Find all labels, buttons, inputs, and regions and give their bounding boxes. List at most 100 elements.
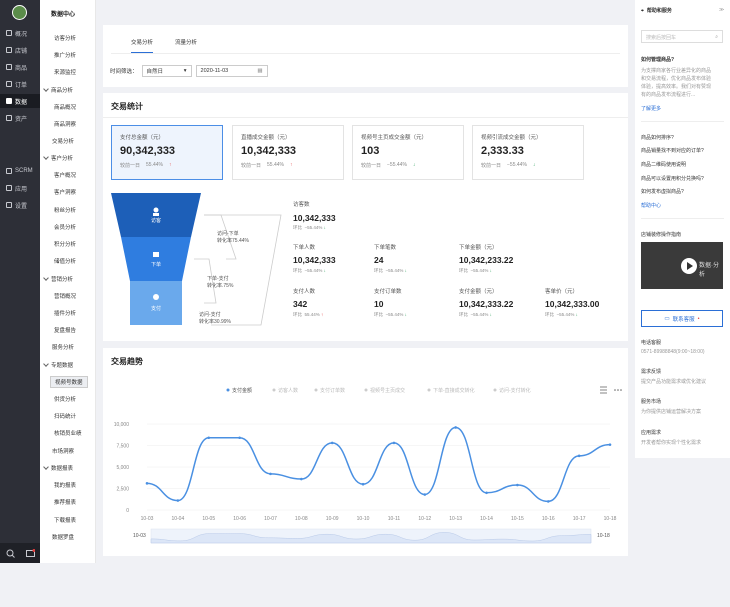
metric-pct: −55.44% (470, 312, 489, 317)
faq-link[interactable]: 商品如何排序? (641, 135, 674, 141)
funnel-stage-order[interactable] (121, 237, 191, 281)
faq-link[interactable]: 商品二维码使用说明 (641, 162, 687, 168)
sidebar-item[interactable]: 客户概况 (54, 173, 77, 179)
tab-traffic-analysis[interactable]: 流量分析 (175, 40, 198, 46)
faq-link[interactable]: 如何发布虚拟商品? (641, 189, 684, 195)
sidebar-item[interactable]: 会员分析 (54, 225, 77, 231)
nav-item-assets[interactable]: 资产 (0, 111, 40, 125)
sidebar-group[interactable]: 商品分析 (44, 86, 73, 94)
sidebar-item[interactable]: 商品概况 (54, 105, 77, 111)
arrow-down-icon: ↓ (532, 162, 536, 168)
nav-item-store[interactable]: 店铺 (0, 43, 40, 57)
data-point (546, 500, 550, 503)
sidebar-item[interactable]: 储值分析 (54, 259, 77, 265)
sidebar-item[interactable]: 扫码统计 (54, 414, 77, 420)
trend-chart: 支付金额 访客人数 支付订单数 视频号主页成交 下单-直接成交转化 访问-支付转化 0 2,… (114, 386, 622, 544)
gear-icon (6, 202, 12, 208)
legend-marker (493, 388, 497, 392)
sidebar-group[interactable]: 客户分析 (44, 154, 73, 162)
sidebar-item[interactable]: 服务分析 (52, 345, 75, 351)
nav-item-orders[interactable]: 订单 (0, 77, 40, 91)
nav-item-settings[interactable]: 设置 (0, 198, 40, 212)
legend-label[interactable]: 访问-支付转化 (499, 387, 531, 394)
sidebar-item[interactable]: 交易分析 (52, 139, 75, 145)
market-title[interactable]: 服务市场 (641, 399, 662, 405)
sidebar-item[interactable]: 核销员业绩 (54, 431, 82, 437)
learn-more-link[interactable]: 了解更多 (641, 106, 662, 112)
sidebar-item[interactable]: 市场洞察 (52, 449, 75, 455)
metric-value: 10,342,333 (293, 255, 336, 265)
message-icon[interactable] (25, 548, 35, 558)
faq-link[interactable]: 商品销量找不到对应的订单? (641, 148, 704, 154)
guide-video[interactable]: 数据·分析 (641, 242, 723, 289)
legend-label[interactable]: 视频号主页成交 (370, 387, 405, 394)
tab-trade-analysis[interactable]: 交易分析 (131, 38, 154, 53)
stat-card-live[interactable]: 直播成交金额（元） 10,342,333 较前一日 55.44% ↑ (232, 125, 344, 180)
sidebar-item[interactable]: 我的报表 (54, 483, 77, 489)
help-center-link[interactable]: 帮助中心 (641, 203, 662, 209)
sidebar-item[interactable]: 商品洞察 (54, 122, 77, 128)
legend-label[interactable]: 访客人数 (278, 387, 298, 394)
more-icon[interactable] (614, 389, 622, 391)
sidebar-group[interactable]: 营销分析 (44, 275, 73, 283)
caret-down-icon: ▾ (183, 68, 187, 74)
settings-icon[interactable] (600, 386, 607, 394)
funnel-rate-visit-pay: 访问-支付 转化率30.99% (199, 312, 231, 326)
sidebar-item[interactable]: 粉丝分析 (54, 208, 77, 214)
nav-item-goods[interactable]: 商品 (0, 60, 40, 74)
sidebar-group[interactable]: 专题数据 (44, 361, 73, 369)
nav-item-data[interactable]: 数据 (0, 94, 40, 108)
rate-title: 下单-支付 (207, 276, 229, 282)
contact-support-button[interactable]: ▭ 联系客服 • (641, 310, 723, 327)
nav-label: 订单 (15, 82, 28, 89)
sidebar-item[interactable]: 推荐报表 (54, 500, 77, 506)
help-search-input[interactable]: 搜索后按回车 ⌕ (641, 30, 723, 43)
legend-label[interactable]: 下单-直接成交转化 (433, 387, 475, 394)
scrm-icon (6, 168, 12, 174)
sidebar-item[interactable]: 访客分析 (54, 36, 77, 42)
sidebar-item-selected[interactable]: 视频号数据 (50, 376, 88, 388)
sidebar-item[interactable]: 数据罗盘 (52, 535, 75, 541)
nav-item-overview[interactable]: 概况 (0, 26, 40, 40)
metric-value: 10,342,333 (293, 213, 336, 223)
pay-icon (153, 294, 159, 300)
sidebar-item[interactable]: 供货分析 (54, 397, 77, 403)
help-question-desc: 为支撑商家各行业差异化的商品 和交易流程，优化商品发布体验 体验，提高效率。我们对有… (641, 67, 711, 99)
sidebar-item[interactable]: 积分分析 (54, 242, 77, 248)
sidebar-item[interactable]: 复盘报告 (54, 328, 77, 334)
sidebar-item[interactable]: 下载报表 (54, 518, 77, 524)
stat-compare: 较前一日 (361, 163, 382, 169)
collapse-icon[interactable]: ≫ (719, 7, 725, 13)
nav-item-apps[interactable]: 应用 (0, 181, 40, 195)
sidebar-item[interactable]: 插件分析 (54, 311, 77, 317)
sidebar-item[interactable]: 推广分析 (54, 53, 77, 59)
x-tick-label: 10-18 (604, 516, 617, 522)
stat-card-video[interactable]: 视频引流成交金额（元） 2,333.33 较前一日 −55.44% ↓ (472, 125, 584, 180)
nav-label: 数据 (15, 99, 28, 106)
data-point (608, 443, 612, 446)
search-icon[interactable] (6, 549, 15, 558)
sidebar-item[interactable]: 来源监控 (54, 70, 77, 76)
period-select[interactable]: 自然日 ▾ (141, 65, 192, 77)
date-picker[interactable]: 2020-11-03 ▦ (195, 65, 268, 77)
metric-compare: 环比 (374, 268, 383, 273)
help-question-title[interactable]: 如何管理商品? (641, 57, 675, 63)
x-tick-label: 10-13 (449, 516, 462, 522)
funnel-stage-pay[interactable] (130, 281, 182, 325)
rate-value: 转化率75.44% (217, 238, 249, 244)
legend-label[interactable]: 支付金额 (232, 387, 252, 394)
feedback-title[interactable]: 需求反馈 (641, 369, 662, 375)
button-label: 联系客服 (672, 316, 695, 323)
sidebar-item[interactable]: 客户洞察 (54, 190, 77, 196)
stat-compare: 较前一日 (481, 163, 502, 169)
faq-link[interactable]: 商品可以设置用积分兑换吗? (641, 176, 704, 182)
sidebar-item[interactable]: 营销概况 (54, 294, 77, 300)
sidebar-group[interactable]: 数据报表 (44, 464, 73, 472)
shop-avatar[interactable] (12, 5, 27, 20)
nav-item-scrm[interactable]: SCRM (0, 164, 40, 178)
app-request-title[interactable]: 应用需求 (641, 430, 662, 436)
stat-card-total-pay[interactable]: 支付总金额（元） 90,342,333 较前一日 55.44% ↑ (111, 125, 223, 180)
rate-title: 访问-下单 (217, 231, 239, 237)
stat-card-channel-home[interactable]: 视频号主页成交金额（元） 103 较前一日 −55.44% ↓ (352, 125, 464, 180)
legend-label[interactable]: 支付订单数 (320, 387, 345, 394)
